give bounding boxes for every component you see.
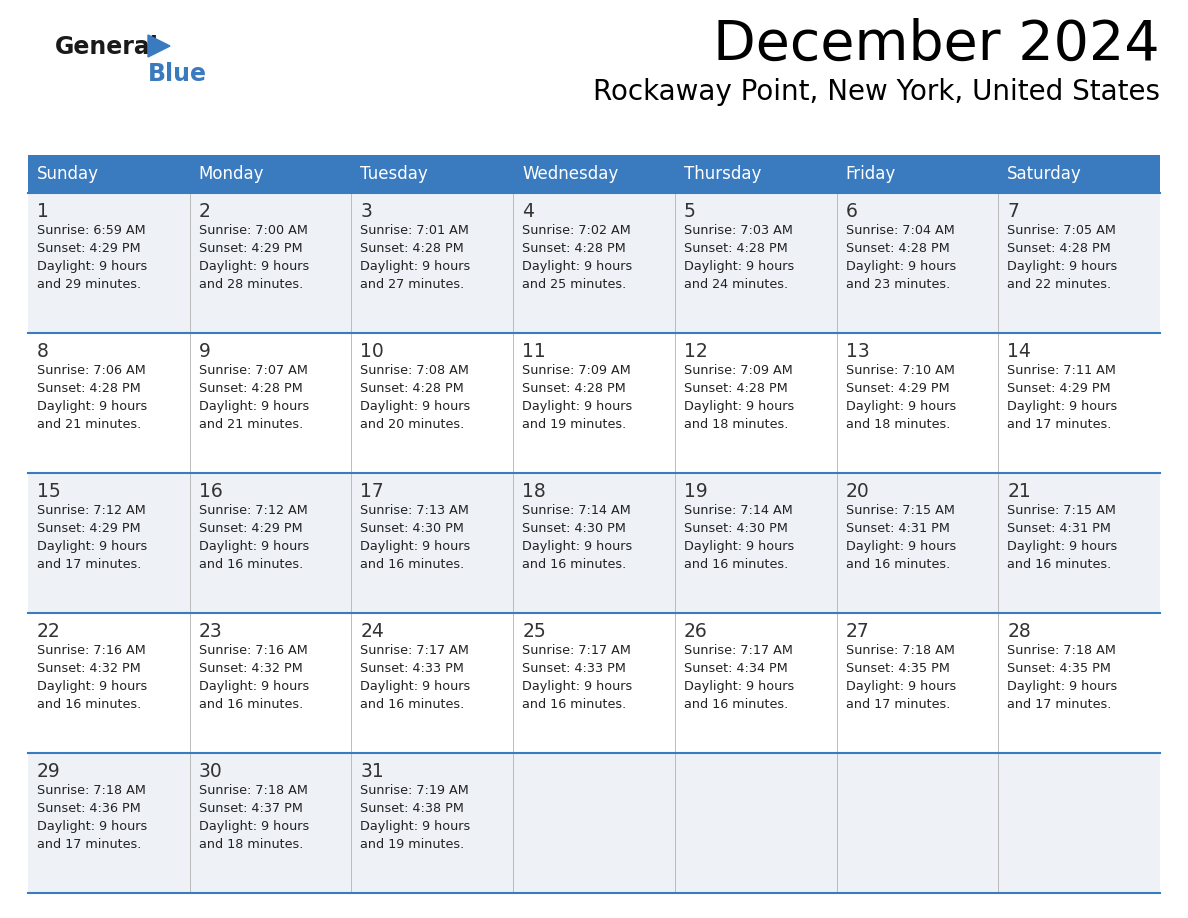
- Text: 6: 6: [846, 202, 858, 221]
- Text: 28: 28: [1007, 622, 1031, 641]
- Text: Sunrise: 7:17 AM
Sunset: 4:33 PM
Daylight: 9 hours
and 16 minutes.: Sunrise: 7:17 AM Sunset: 4:33 PM Dayligh…: [523, 644, 632, 711]
- Text: Sunrise: 7:15 AM
Sunset: 4:31 PM
Daylight: 9 hours
and 16 minutes.: Sunrise: 7:15 AM Sunset: 4:31 PM Dayligh…: [846, 504, 956, 571]
- Text: Sunrise: 7:10 AM
Sunset: 4:29 PM
Daylight: 9 hours
and 18 minutes.: Sunrise: 7:10 AM Sunset: 4:29 PM Dayligh…: [846, 364, 956, 431]
- Text: Sunrise: 7:12 AM
Sunset: 4:29 PM
Daylight: 9 hours
and 16 minutes.: Sunrise: 7:12 AM Sunset: 4:29 PM Dayligh…: [198, 504, 309, 571]
- Bar: [513, 155, 675, 193]
- Text: 7: 7: [1007, 202, 1019, 221]
- Text: 15: 15: [37, 482, 61, 501]
- Text: Sunrise: 7:13 AM
Sunset: 4:30 PM
Daylight: 9 hours
and 16 minutes.: Sunrise: 7:13 AM Sunset: 4:30 PM Dayligh…: [360, 504, 470, 571]
- Bar: [29, 155, 190, 193]
- Text: 18: 18: [523, 482, 546, 501]
- Text: 1: 1: [37, 202, 49, 221]
- Text: 2: 2: [198, 202, 210, 221]
- Text: Sunrise: 7:15 AM
Sunset: 4:31 PM
Daylight: 9 hours
and 16 minutes.: Sunrise: 7:15 AM Sunset: 4:31 PM Dayligh…: [1007, 504, 1118, 571]
- Text: 26: 26: [684, 622, 708, 641]
- Text: Wednesday: Wednesday: [523, 165, 619, 183]
- Text: Monday: Monday: [198, 165, 264, 183]
- Bar: [190, 155, 352, 193]
- Text: 21: 21: [1007, 482, 1031, 501]
- Text: 23: 23: [198, 622, 222, 641]
- Text: 25: 25: [523, 622, 546, 641]
- Text: Sunrise: 7:16 AM
Sunset: 4:32 PM
Daylight: 9 hours
and 16 minutes.: Sunrise: 7:16 AM Sunset: 4:32 PM Dayligh…: [198, 644, 309, 711]
- Text: 5: 5: [684, 202, 696, 221]
- Text: Sunrise: 7:16 AM
Sunset: 4:32 PM
Daylight: 9 hours
and 16 minutes.: Sunrise: 7:16 AM Sunset: 4:32 PM Dayligh…: [37, 644, 147, 711]
- Text: Sunrise: 7:00 AM
Sunset: 4:29 PM
Daylight: 9 hours
and 28 minutes.: Sunrise: 7:00 AM Sunset: 4:29 PM Dayligh…: [198, 224, 309, 291]
- Text: Sunrise: 7:12 AM
Sunset: 4:29 PM
Daylight: 9 hours
and 17 minutes.: Sunrise: 7:12 AM Sunset: 4:29 PM Dayligh…: [37, 504, 147, 571]
- Text: Blue: Blue: [148, 62, 207, 86]
- Text: Sunrise: 7:17 AM
Sunset: 4:33 PM
Daylight: 9 hours
and 16 minutes.: Sunrise: 7:17 AM Sunset: 4:33 PM Dayligh…: [360, 644, 470, 711]
- Text: 12: 12: [684, 342, 708, 361]
- Text: 29: 29: [37, 762, 61, 781]
- Text: Thursday: Thursday: [684, 165, 762, 183]
- Text: Sunrise: 7:06 AM
Sunset: 4:28 PM
Daylight: 9 hours
and 21 minutes.: Sunrise: 7:06 AM Sunset: 4:28 PM Dayligh…: [37, 364, 147, 431]
- Bar: [29, 613, 1159, 753]
- Text: 31: 31: [360, 762, 384, 781]
- Text: Sunrise: 7:09 AM
Sunset: 4:28 PM
Daylight: 9 hours
and 18 minutes.: Sunrise: 7:09 AM Sunset: 4:28 PM Dayligh…: [684, 364, 794, 431]
- Text: 30: 30: [198, 762, 222, 781]
- Text: Saturday: Saturday: [1007, 165, 1082, 183]
- Text: Sunrise: 7:01 AM
Sunset: 4:28 PM
Daylight: 9 hours
and 27 minutes.: Sunrise: 7:01 AM Sunset: 4:28 PM Dayligh…: [360, 224, 470, 291]
- Text: Tuesday: Tuesday: [360, 165, 428, 183]
- Text: Sunrise: 7:07 AM
Sunset: 4:28 PM
Daylight: 9 hours
and 21 minutes.: Sunrise: 7:07 AM Sunset: 4:28 PM Dayligh…: [198, 364, 309, 431]
- Text: Sunrise: 7:02 AM
Sunset: 4:28 PM
Daylight: 9 hours
and 25 minutes.: Sunrise: 7:02 AM Sunset: 4:28 PM Dayligh…: [523, 224, 632, 291]
- Text: 22: 22: [37, 622, 61, 641]
- Text: Sunrise: 7:18 AM
Sunset: 4:35 PM
Daylight: 9 hours
and 17 minutes.: Sunrise: 7:18 AM Sunset: 4:35 PM Dayligh…: [846, 644, 956, 711]
- Bar: [29, 753, 1159, 893]
- Text: Sunrise: 7:18 AM
Sunset: 4:35 PM
Daylight: 9 hours
and 17 minutes.: Sunrise: 7:18 AM Sunset: 4:35 PM Dayligh…: [1007, 644, 1118, 711]
- Text: Rockaway Point, New York, United States: Rockaway Point, New York, United States: [593, 78, 1159, 106]
- Bar: [836, 155, 998, 193]
- Text: 17: 17: [360, 482, 384, 501]
- Text: Sunrise: 7:18 AM
Sunset: 4:37 PM
Daylight: 9 hours
and 18 minutes.: Sunrise: 7:18 AM Sunset: 4:37 PM Dayligh…: [198, 784, 309, 851]
- Bar: [675, 155, 836, 193]
- Text: 11: 11: [523, 342, 546, 361]
- Text: Friday: Friday: [846, 165, 896, 183]
- Text: 14: 14: [1007, 342, 1031, 361]
- Text: Sunrise: 7:04 AM
Sunset: 4:28 PM
Daylight: 9 hours
and 23 minutes.: Sunrise: 7:04 AM Sunset: 4:28 PM Dayligh…: [846, 224, 956, 291]
- Text: Sunrise: 7:09 AM
Sunset: 4:28 PM
Daylight: 9 hours
and 19 minutes.: Sunrise: 7:09 AM Sunset: 4:28 PM Dayligh…: [523, 364, 632, 431]
- Bar: [29, 333, 1159, 473]
- Text: Sunrise: 7:05 AM
Sunset: 4:28 PM
Daylight: 9 hours
and 22 minutes.: Sunrise: 7:05 AM Sunset: 4:28 PM Dayligh…: [1007, 224, 1118, 291]
- Text: 27: 27: [846, 622, 870, 641]
- Text: 8: 8: [37, 342, 49, 361]
- Text: Sunrise: 6:59 AM
Sunset: 4:29 PM
Daylight: 9 hours
and 29 minutes.: Sunrise: 6:59 AM Sunset: 4:29 PM Dayligh…: [37, 224, 147, 291]
- Text: Sunrise: 7:19 AM
Sunset: 4:38 PM
Daylight: 9 hours
and 19 minutes.: Sunrise: 7:19 AM Sunset: 4:38 PM Dayligh…: [360, 784, 470, 851]
- Text: 4: 4: [523, 202, 535, 221]
- Polygon shape: [148, 35, 170, 57]
- Text: 24: 24: [360, 622, 384, 641]
- Bar: [29, 193, 1159, 333]
- Text: Sunrise: 7:11 AM
Sunset: 4:29 PM
Daylight: 9 hours
and 17 minutes.: Sunrise: 7:11 AM Sunset: 4:29 PM Dayligh…: [1007, 364, 1118, 431]
- Bar: [998, 155, 1159, 193]
- Text: December 2024: December 2024: [713, 18, 1159, 72]
- Text: Sunrise: 7:18 AM
Sunset: 4:36 PM
Daylight: 9 hours
and 17 minutes.: Sunrise: 7:18 AM Sunset: 4:36 PM Dayligh…: [37, 784, 147, 851]
- Text: 20: 20: [846, 482, 870, 501]
- Text: General: General: [55, 35, 159, 59]
- Text: Sunrise: 7:17 AM
Sunset: 4:34 PM
Daylight: 9 hours
and 16 minutes.: Sunrise: 7:17 AM Sunset: 4:34 PM Dayligh…: [684, 644, 794, 711]
- Text: Sunrise: 7:14 AM
Sunset: 4:30 PM
Daylight: 9 hours
and 16 minutes.: Sunrise: 7:14 AM Sunset: 4:30 PM Dayligh…: [523, 504, 632, 571]
- Text: Sunrise: 7:14 AM
Sunset: 4:30 PM
Daylight: 9 hours
and 16 minutes.: Sunrise: 7:14 AM Sunset: 4:30 PM Dayligh…: [684, 504, 794, 571]
- Text: 10: 10: [360, 342, 384, 361]
- Bar: [352, 155, 513, 193]
- Text: 19: 19: [684, 482, 708, 501]
- Bar: [29, 473, 1159, 613]
- Text: 13: 13: [846, 342, 870, 361]
- Text: 9: 9: [198, 342, 210, 361]
- Text: Sunday: Sunday: [37, 165, 99, 183]
- Text: Sunrise: 7:03 AM
Sunset: 4:28 PM
Daylight: 9 hours
and 24 minutes.: Sunrise: 7:03 AM Sunset: 4:28 PM Dayligh…: [684, 224, 794, 291]
- Text: 16: 16: [198, 482, 222, 501]
- Text: 3: 3: [360, 202, 372, 221]
- Text: Sunrise: 7:08 AM
Sunset: 4:28 PM
Daylight: 9 hours
and 20 minutes.: Sunrise: 7:08 AM Sunset: 4:28 PM Dayligh…: [360, 364, 470, 431]
